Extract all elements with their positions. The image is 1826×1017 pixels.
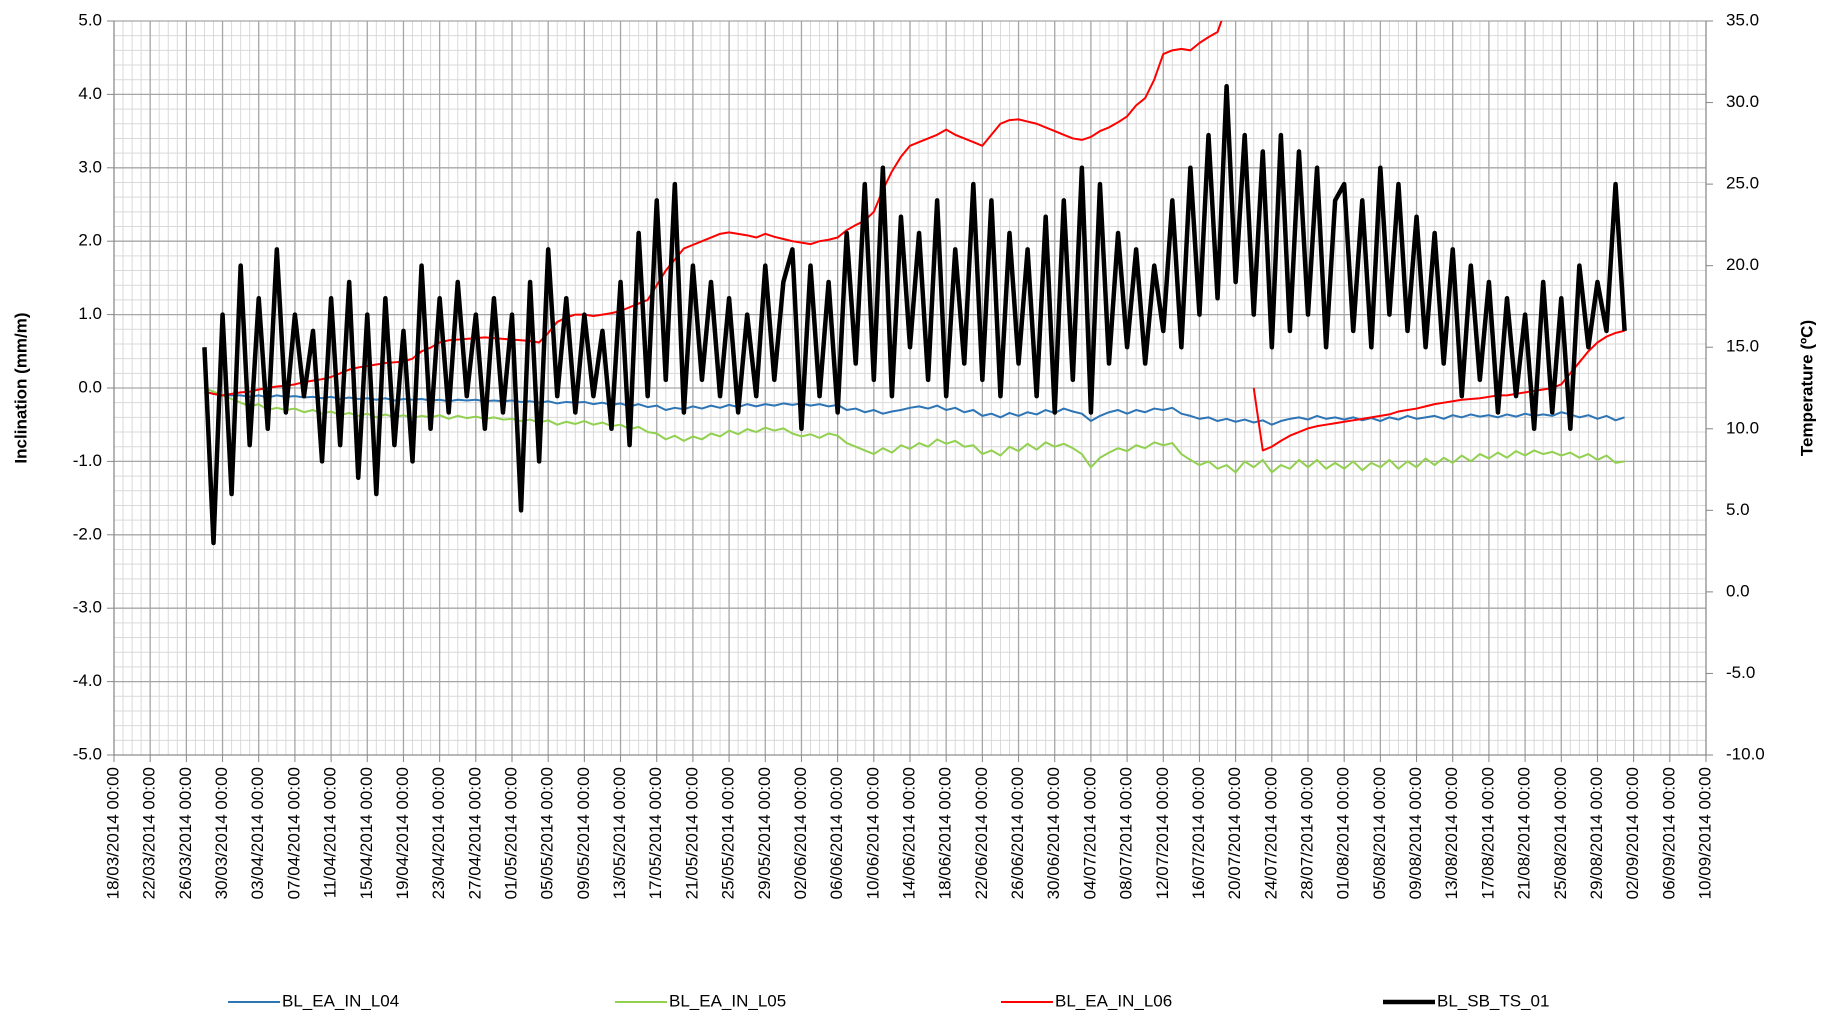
y-tick-label: 5.0 xyxy=(78,10,102,29)
y-tick-label: 4.0 xyxy=(78,84,102,103)
series-line xyxy=(204,21,1625,452)
series-line xyxy=(204,387,1625,474)
x-tick-label: 08/07/2014 00:00 xyxy=(1117,767,1136,899)
x-tick-label: 16/07/2014 00:00 xyxy=(1189,767,1208,899)
x-tick-label: 20/07/2014 00:00 xyxy=(1225,767,1244,899)
x-tick-label: 04/07/2014 00:00 xyxy=(1080,767,1099,899)
y2-tick-label: 5.0 xyxy=(1726,500,1750,519)
y2-tick-label: -10.0 xyxy=(1726,744,1765,763)
x-tick-label: 13/08/2014 00:00 xyxy=(1442,767,1461,899)
x-tick-label: 12/07/2014 00:00 xyxy=(1153,767,1172,899)
y-tick-label: 3.0 xyxy=(78,157,102,176)
x-tick-label: 02/06/2014 00:00 xyxy=(791,767,810,899)
x-tick-label: 07/04/2014 00:00 xyxy=(284,767,303,899)
y2-tick-label: 20.0 xyxy=(1726,255,1759,274)
x-tick-label: 17/05/2014 00:00 xyxy=(646,767,665,899)
x-tick-label: 26/06/2014 00:00 xyxy=(1008,767,1027,899)
y2-tick-label: 35.0 xyxy=(1726,10,1759,29)
y2-tick-label: 0.0 xyxy=(1726,581,1750,600)
x-tick-label: 21/08/2014 00:00 xyxy=(1515,767,1534,899)
y-tick-label: 2.0 xyxy=(78,231,102,250)
axes: 18/03/2014 00:00 22/03/2014 00:00 26/03/20… xyxy=(73,10,1765,1010)
legend-label: BL_EA_IN_L04 xyxy=(282,991,399,1010)
x-tick-label: 01/05/2014 00:00 xyxy=(501,767,520,899)
x-tick-label: 11/04/2014 00:00 xyxy=(321,767,340,898)
y-axis-title: Inclination (mm/m) xyxy=(11,312,30,463)
x-tick-label: 17/08/2014 00:00 xyxy=(1478,767,1497,899)
y-tick-label: -1.0 xyxy=(73,451,102,470)
y-tick-label: -2.0 xyxy=(73,524,102,543)
x-tick-label: 29/08/2014 00:00 xyxy=(1587,767,1606,899)
x-tick-label: 06/09/2014 00:00 xyxy=(1659,767,1678,899)
x-tick-label: 29/05/2014 00:00 xyxy=(755,767,774,899)
x-tick-label: 18/03/2014 00:00 xyxy=(103,767,122,899)
x-tick-label: 09/05/2014 00:00 xyxy=(574,767,593,899)
x-tick-label: 05/05/2014 00:00 xyxy=(538,767,557,899)
x-tick-label: 28/07/2014 00:00 xyxy=(1297,767,1316,899)
legend-label: BL_EA_IN_L06 xyxy=(1055,991,1172,1010)
x-tick-label: 02/09/2014 00:00 xyxy=(1623,767,1642,899)
y2-tick-label: -5.0 xyxy=(1726,663,1755,682)
legend-label: BL_EA_IN_L05 xyxy=(669,991,786,1010)
x-tick-label: 30/06/2014 00:00 xyxy=(1044,767,1063,899)
x-tick-label: 06/06/2014 00:00 xyxy=(827,767,846,899)
x-tick-label: 13/05/2014 00:00 xyxy=(610,767,629,899)
x-tick-label: 26/03/2014 00:00 xyxy=(176,767,195,899)
y2-tick-label: 25.0 xyxy=(1726,174,1759,193)
x-tick-label: 25/05/2014 00:00 xyxy=(719,767,738,899)
series-line xyxy=(202,83,1627,546)
y-tick-label: -3.0 xyxy=(73,598,102,617)
x-tick-label: 19/04/2014 00:00 xyxy=(393,767,412,899)
x-tick-label: 15/04/2014 00:00 xyxy=(357,767,376,899)
y-tick-label: -4.0 xyxy=(73,671,102,690)
x-tick-label: 01/08/2014 00:00 xyxy=(1334,767,1353,899)
x-tick-label: 23/04/2014 00:00 xyxy=(429,767,448,899)
x-tick-label: 30/03/2014 00:00 xyxy=(212,767,231,899)
x-tick-label: 10/06/2014 00:00 xyxy=(863,767,882,899)
x-tick-label: 21/05/2014 00:00 xyxy=(682,767,701,899)
series-line xyxy=(204,390,1625,426)
plot-area xyxy=(202,21,1627,546)
y2-tick-label: 15.0 xyxy=(1726,337,1759,356)
y-tick-label: 0.0 xyxy=(78,377,102,396)
x-tick-label: 22/06/2014 00:00 xyxy=(972,767,991,899)
y2-tick-label: 30.0 xyxy=(1726,92,1759,111)
x-tick-label: 27/04/2014 00:00 xyxy=(465,767,484,899)
grid xyxy=(113,20,1707,756)
x-tick-label: 22/03/2014 00:00 xyxy=(140,767,159,899)
x-tick-label: 14/06/2014 00:00 xyxy=(899,767,918,899)
x-tick-label: 18/06/2014 00:00 xyxy=(936,767,955,899)
y-tick-label: -5.0 xyxy=(73,744,102,763)
y-tick-label: 1.0 xyxy=(78,304,102,323)
x-tick-label: 10/09/2014 00:00 xyxy=(1695,767,1714,899)
legend-label: BL_SB_TS_01 xyxy=(1437,991,1549,1010)
x-tick-label: 25/08/2014 00:00 xyxy=(1551,767,1570,899)
x-tick-label: 03/04/2014 00:00 xyxy=(248,767,267,899)
x-tick-label: 24/07/2014 00:00 xyxy=(1261,767,1280,899)
y2-axis-title: Temperature (ºC) xyxy=(1797,320,1816,456)
x-tick-label: 05/08/2014 00:00 xyxy=(1370,767,1389,899)
x-tick-label: 09/08/2014 00:00 xyxy=(1406,767,1425,899)
y2-tick-label: 10.0 xyxy=(1726,418,1759,437)
